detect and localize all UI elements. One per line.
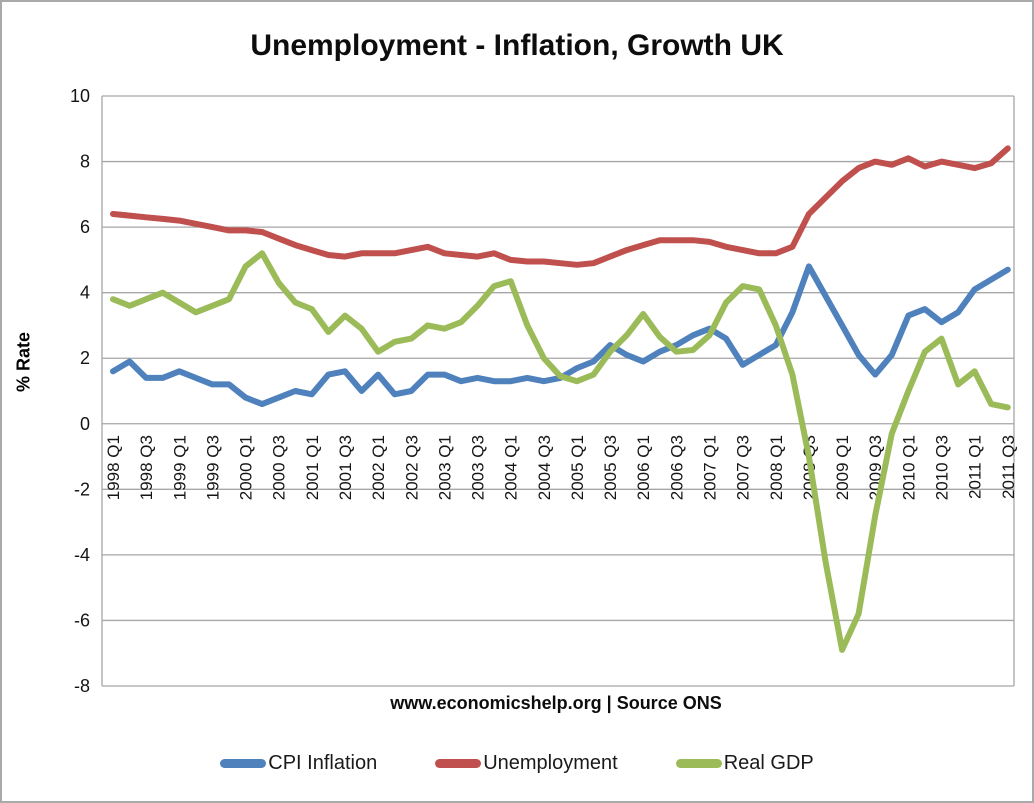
y-tick-label: 8 <box>80 152 90 172</box>
x-tick-label: 2010 Q3 <box>933 435 952 500</box>
y-tick-label: -4 <box>74 545 90 565</box>
x-tick-label: 2001 Q1 <box>303 435 322 500</box>
x-tick-label: 2006 Q3 <box>667 435 686 500</box>
x-tick-label: 1999 Q1 <box>170 435 189 500</box>
cpi-inflation-line-swatch-icon <box>220 759 267 768</box>
legend-item-unemployment: Unemployment <box>435 752 618 775</box>
y-tick-label: 6 <box>80 217 90 237</box>
series-line-unemployment <box>110 145 1011 268</box>
y-tick-label: 2 <box>80 348 90 368</box>
x-tick-label: 2000 Q1 <box>237 435 256 500</box>
x-tick-label: 2003 Q3 <box>469 435 488 500</box>
y-tick-label: -2 <box>74 479 90 499</box>
x-tick-label: 2002 Q1 <box>369 435 388 500</box>
y-tick-label: -8 <box>74 676 90 696</box>
unemployment-line-swatch-icon <box>435 759 482 768</box>
legend-item-real-gdp: Real GDP <box>675 752 814 775</box>
legend-label: CPI Inflation <box>268 752 378 774</box>
chart-plot-area: 10 8 6 4 2 0 -2 -4 -6 -8 1998 Q1 1998 Q3 1999 Q1 1999… <box>70 86 1018 696</box>
x-tick-label: 2007 Q1 <box>701 435 720 500</box>
series-line-cpi-inflation <box>110 263 1011 408</box>
x-tick-label: 1998 Q3 <box>137 435 156 500</box>
x-tick-label: 1999 Q3 <box>203 435 222 500</box>
x-tick-label: 2007 Q3 <box>734 435 753 500</box>
x-tick-label: 2000 Q3 <box>270 435 289 500</box>
legend-label: Real GDP <box>723 752 814 774</box>
x-tick-label: 2008 Q1 <box>767 435 786 500</box>
chart-title: Unemployment - Inflation, Growth UK <box>250 29 784 62</box>
x-tick-label: 2002 Q3 <box>402 435 421 500</box>
x-tick-label: 2011 Q1 <box>966 435 985 499</box>
source-attribution: www.economicshelp.org | Source ONS <box>390 693 722 713</box>
x-tick-label: 2009 Q1 <box>833 435 852 500</box>
x-tick-label: 2010 Q1 <box>899 435 918 500</box>
x-tick-label: 1998 Q1 <box>104 435 123 500</box>
legend-item-cpi-inflation: CPI Inflation <box>220 752 377 775</box>
x-tick-label: 2001 Q3 <box>336 435 355 500</box>
x-tick-label: 2003 Q1 <box>435 435 454 500</box>
x-tick-label: 2004 Q1 <box>502 435 521 500</box>
chart-legend: CPI Inflation Unemployment Real GDP <box>2 752 1032 775</box>
x-tick-label: 2004 Q3 <box>535 435 554 500</box>
legend-label: Unemployment <box>483 752 618 774</box>
x-tick-label: 2011 Q3 <box>999 435 1018 499</box>
y-tick-label: 4 <box>80 283 90 303</box>
y-tick-label: -6 <box>74 610 90 630</box>
y-tick-label: 0 <box>80 414 90 434</box>
x-tick-label: 2006 Q1 <box>634 435 653 500</box>
x-tick-label: 2005 Q1 <box>568 435 587 500</box>
y-tick-label: 10 <box>70 86 90 106</box>
real-gdp-line-swatch-icon <box>675 759 722 768</box>
x-tick-label: 2005 Q3 <box>601 435 620 500</box>
series-line-real-gdp <box>110 250 1011 653</box>
